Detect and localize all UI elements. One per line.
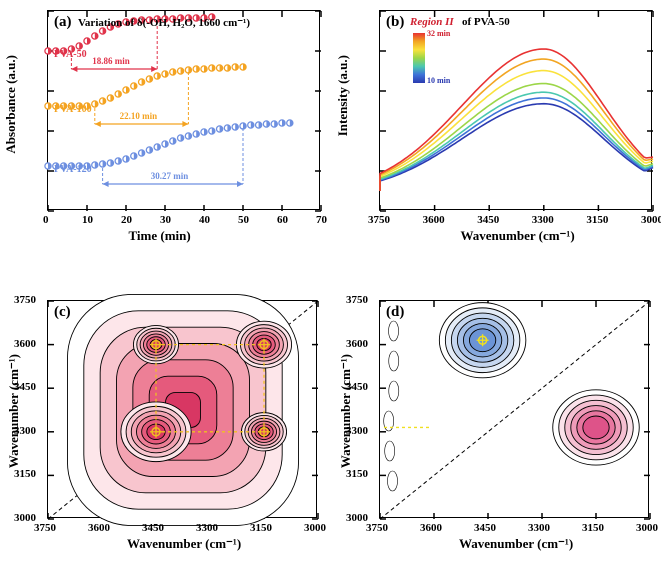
- panel-a-ylabel: Absorbance (a.u.): [3, 55, 19, 154]
- panel-b-xlabel: Wavenumber (cm⁻¹): [461, 228, 575, 244]
- panel-b: 375036003450330031503000(b)Region II of …: [379, 10, 652, 210]
- panel-d-ylabel: Wavenumber (cm⁻¹): [338, 354, 354, 468]
- panel-a-xlabel: Time (min): [129, 228, 191, 244]
- panel-d: 3750375036003600345034503300330031503150…: [379, 300, 649, 518]
- panel-a: 010203040506070(a)Variation of δ(-OH, H₂…: [47, 10, 320, 210]
- panel-b-ylabel: Intensity (a.u.): [335, 55, 351, 136]
- panel-d-xlabel: Wavenumber (cm⁻¹): [459, 536, 573, 552]
- panel-c: 3750375036003600345034503300330031503150…: [47, 300, 317, 518]
- panel-c-ylabel: Wavenumber (cm⁻¹): [6, 354, 22, 468]
- panel-c-xlabel: Wavenumber (cm⁻¹): [127, 536, 241, 552]
